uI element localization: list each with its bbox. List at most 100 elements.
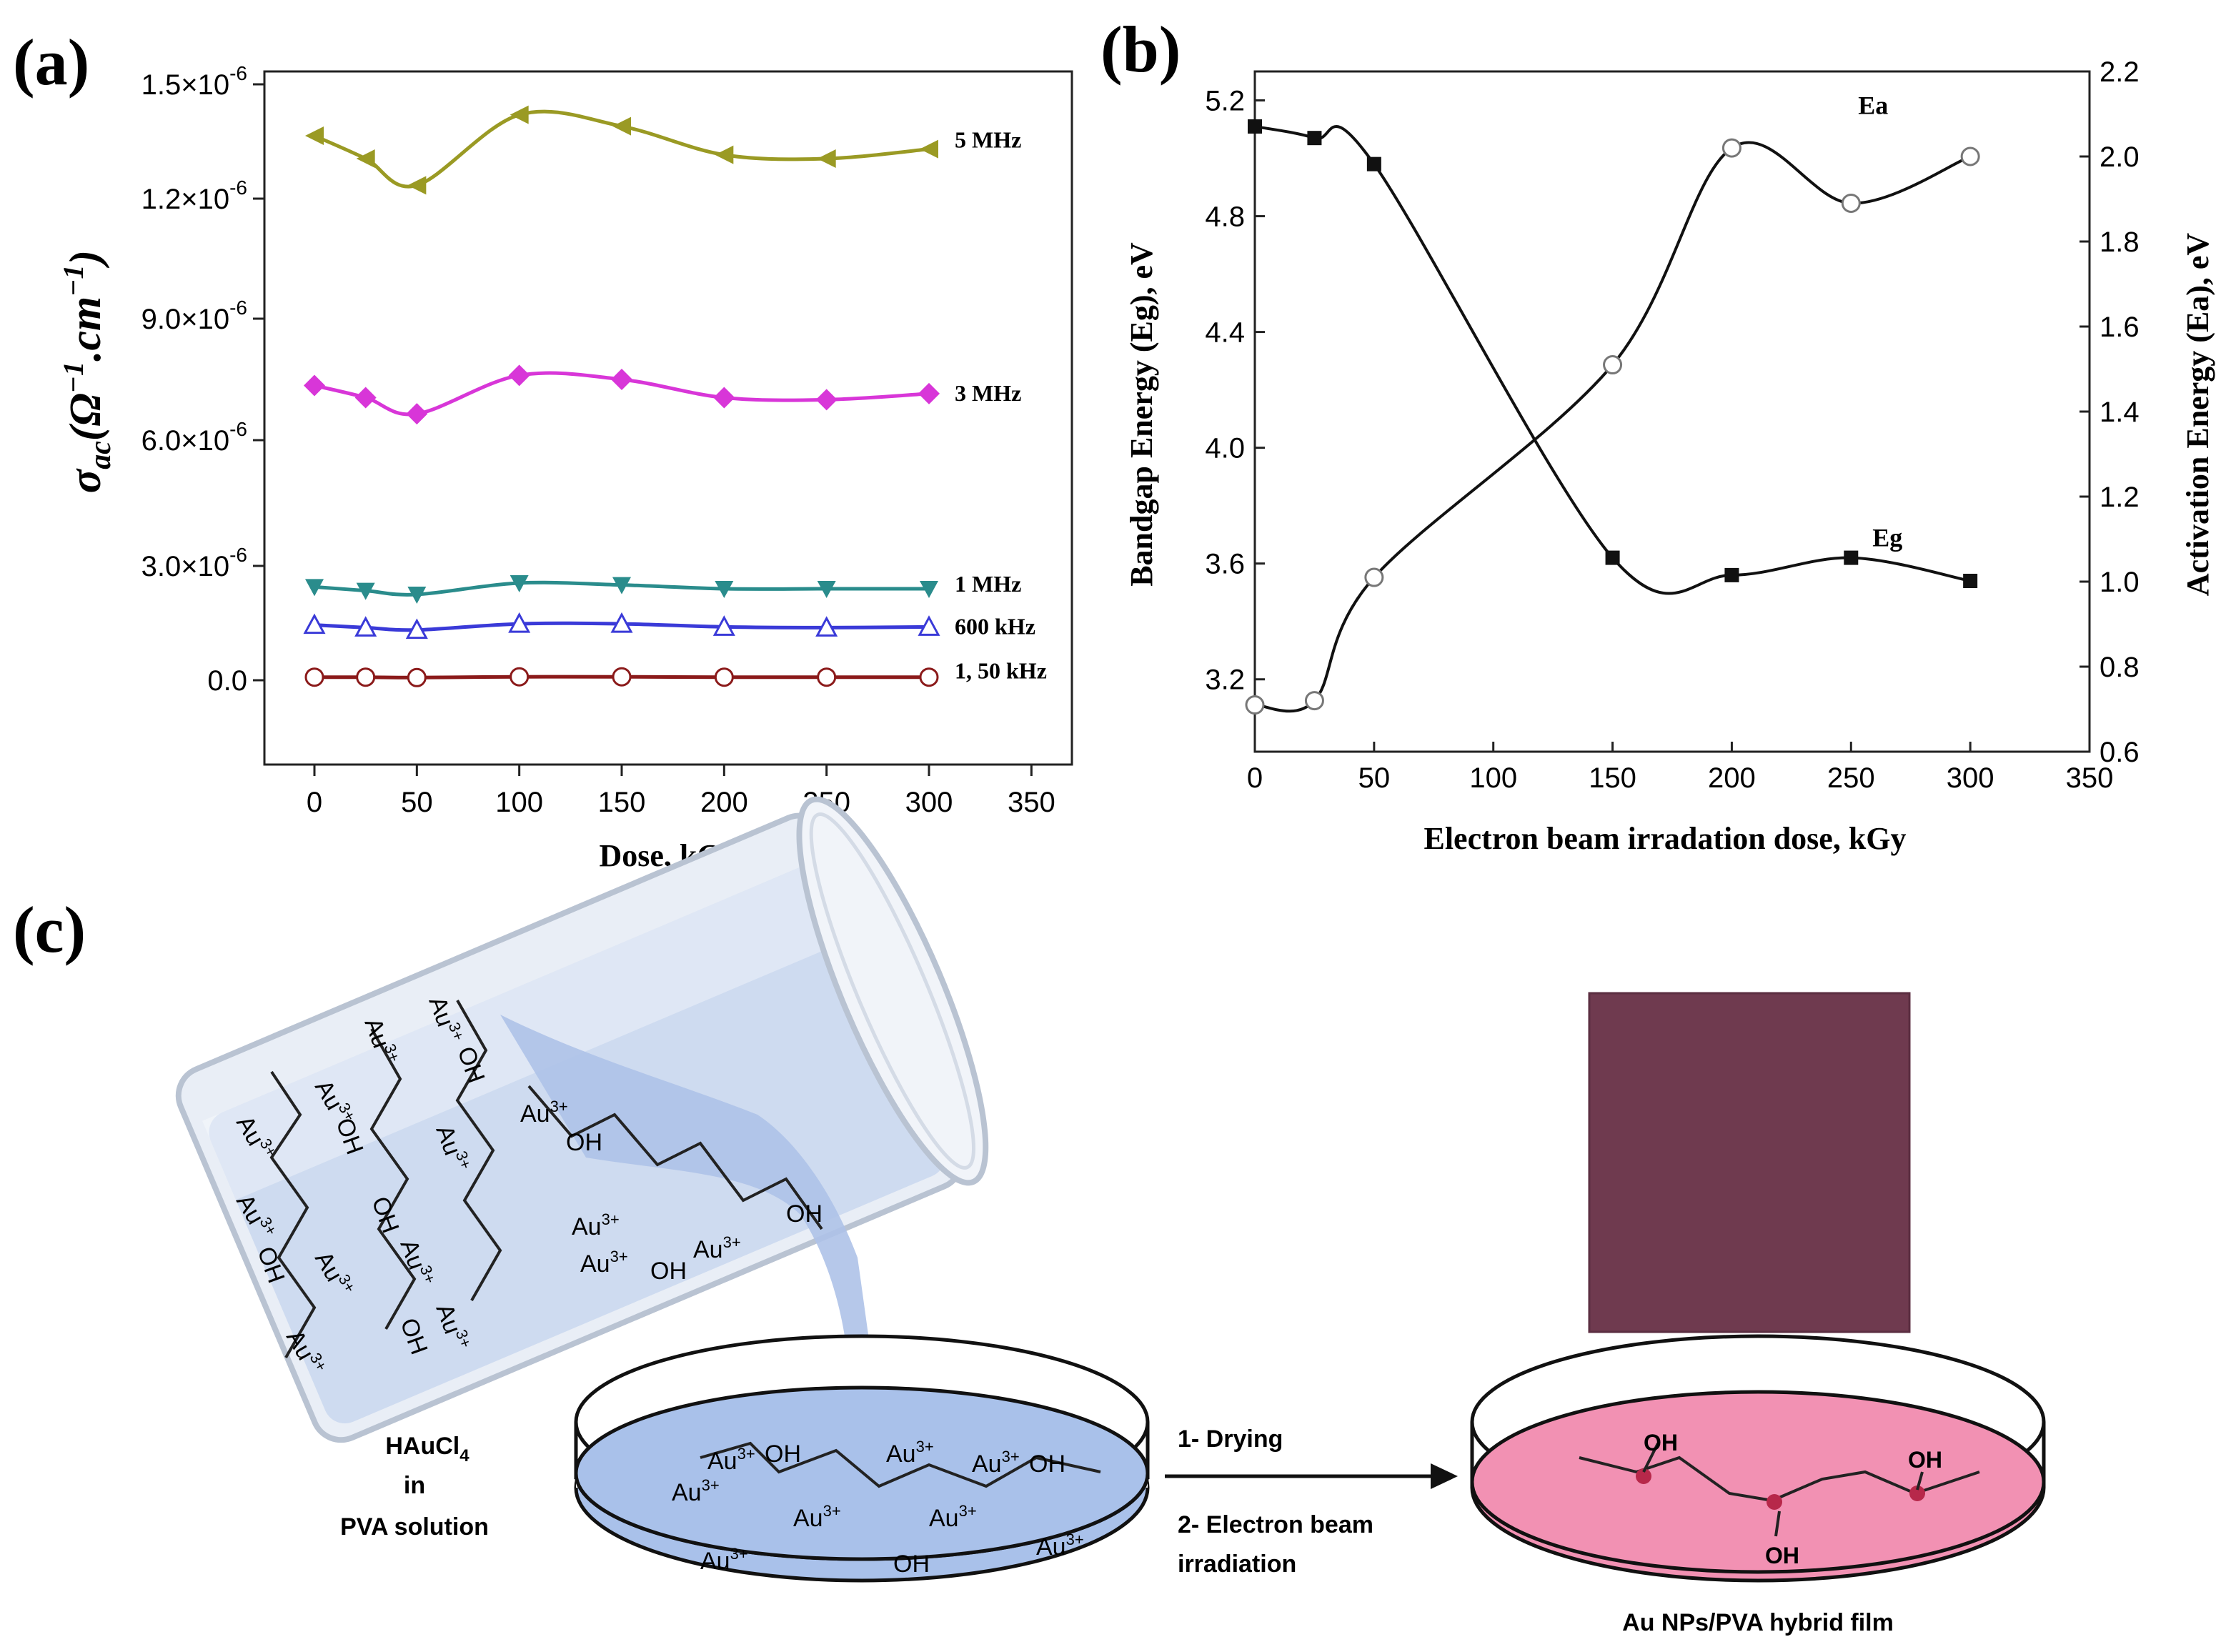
chart-b-xtick-label: 200 bbox=[1708, 762, 1756, 794]
chart-a-ytick-label: 3.0×10-6 bbox=[141, 544, 247, 582]
chart-a-ytick-label: 9.0×10-6 bbox=[141, 297, 247, 335]
chart-a-series-label: 1 MHz bbox=[955, 571, 1021, 597]
chart-b-ylabel: Bandgap Energy (Eg), eV bbox=[1124, 242, 1159, 587]
ion-label: Au3+ bbox=[707, 1445, 755, 1475]
chart-a-data-point bbox=[303, 613, 326, 635]
petri-dish-film: OH OH OH bbox=[1470, 1334, 2046, 1583]
chart-a-data-point bbox=[715, 581, 734, 598]
chart-b-data-point bbox=[1366, 156, 1381, 171]
chart-b-ytick-label: 3.2 bbox=[1205, 665, 1245, 696]
hydroxyl-label: OH bbox=[1029, 1451, 1065, 1478]
chart-b-data-point bbox=[1721, 138, 1741, 158]
chart-b-y2tick-label: 1.4 bbox=[2100, 397, 2140, 428]
chart-a-ytick-label: 6.0×10-6 bbox=[141, 418, 247, 457]
ion-label: Au3+ bbox=[580, 1248, 628, 1278]
chart-a-data-point bbox=[304, 374, 325, 397]
chart-b-data-point bbox=[1603, 355, 1623, 375]
svg-text:OH: OH bbox=[1765, 1543, 1799, 1568]
chart-b-y2tick-label: 1.6 bbox=[2100, 312, 2140, 343]
chart-b-xtick-label: 250 bbox=[1827, 762, 1875, 794]
chart-a-data-point bbox=[305, 126, 324, 145]
chart-a-data-point bbox=[510, 105, 529, 124]
chart-a-series-label: 5 MHz bbox=[955, 127, 1021, 153]
hydroxyl-label: OH bbox=[566, 1129, 602, 1156]
nanoparticle-dot bbox=[1636, 1468, 1651, 1484]
chart-a-data-point bbox=[354, 616, 377, 637]
chart-b-ytick-label: 4.0 bbox=[1205, 433, 1245, 464]
chart-a-data-point bbox=[305, 579, 324, 597]
ion-label: Au3+ bbox=[700, 1545, 748, 1575]
chart-b: 0 50 100 150 200 250 300 350 3.2 3.6 4.0 4.4 4.8 5.2… bbox=[1124, 56, 2215, 856]
pour-stream bbox=[500, 1015, 872, 1358]
chart-a-data-point bbox=[354, 387, 377, 409]
panel-label-b: (b) bbox=[1100, 13, 1181, 86]
chart-a-data-point bbox=[406, 403, 428, 425]
chart-b-y2tick-label: 2.2 bbox=[2100, 56, 2140, 88]
chart-a-xtick-label: 350 bbox=[1008, 787, 1055, 818]
chart-b-y2tick-label: 2.0 bbox=[2100, 141, 2140, 173]
chart-b-ytick-label: 3.6 bbox=[1205, 549, 1245, 580]
chart-b-data-point bbox=[1245, 695, 1265, 715]
chart-b-xtick-label: 50 bbox=[1358, 762, 1391, 794]
chart-a-data-point bbox=[356, 149, 375, 168]
svg-text:OH: OH bbox=[1908, 1447, 1942, 1473]
chart-a-data-point bbox=[918, 382, 940, 404]
chart-b-data-point bbox=[1841, 193, 1861, 213]
nanoparticle-dot bbox=[1767, 1494, 1782, 1510]
chart-b-y2label: Activation Energy (Ea), eV bbox=[2180, 233, 2215, 597]
chart-b-xtick-label: 350 bbox=[2066, 762, 2114, 794]
chart-b-y2tick-label: 1.2 bbox=[2100, 482, 2140, 513]
chart-a-data-point bbox=[817, 581, 836, 598]
chart-b-y2tick-label: 0.8 bbox=[2100, 652, 2140, 683]
chart-a-xtick-label: 200 bbox=[700, 787, 748, 818]
chart-a-xtick-label: 150 bbox=[598, 787, 646, 818]
chart-b-series-label: Ea bbox=[1858, 91, 1888, 120]
chart-b-xtick-label: 100 bbox=[1469, 762, 1517, 794]
hydroxyl-label: OH bbox=[786, 1200, 823, 1228]
chart-b-xtick-label: 0 bbox=[1247, 762, 1263, 794]
ion-label: Au3+ bbox=[672, 1476, 720, 1506]
chart-a-xtick-label: 0 bbox=[307, 787, 322, 818]
chart-a-ytick-label: 1.2×10-6 bbox=[141, 176, 247, 215]
chart-a-series-label: 3 MHz bbox=[955, 380, 1021, 406]
chart-a-data-point bbox=[714, 667, 734, 687]
panel-label-c: (c) bbox=[13, 893, 86, 966]
panel-label-a: (a) bbox=[13, 26, 89, 99]
chart-a-data-point bbox=[304, 667, 324, 687]
chart-b-data-point bbox=[1364, 567, 1384, 587]
chart-a-data-point bbox=[815, 616, 838, 637]
chart-a-series-label: 1, 50 kHz bbox=[955, 658, 1047, 684]
ion-label: Au3+ bbox=[520, 1098, 568, 1128]
chart-a-data-point bbox=[510, 667, 530, 687]
chart-a-data-point bbox=[510, 575, 529, 592]
chart-a-ytick-label: 0.0 bbox=[207, 665, 247, 697]
step-2-label-line1: 2- Electron beam bbox=[1178, 1511, 1373, 1538]
film-photo bbox=[1589, 993, 1909, 1332]
chart-a-data-point bbox=[407, 587, 427, 604]
nanoparticle-dot bbox=[1909, 1486, 1925, 1501]
hydroxyl-label: OH bbox=[893, 1551, 930, 1578]
ion-label: Au3+ bbox=[1036, 1531, 1084, 1561]
step-2-label-line2: irradiation bbox=[1178, 1551, 1296, 1578]
chart-b-fit-curve bbox=[1254, 141, 1971, 713]
ion-label: Au3+ bbox=[972, 1448, 1020, 1478]
chart-a-data-point bbox=[712, 615, 735, 636]
chart-a-data-point bbox=[919, 667, 939, 687]
chart-a-data-point bbox=[612, 667, 632, 687]
ion-label: Au3+ bbox=[929, 1502, 977, 1532]
chart-a-data-point bbox=[612, 116, 631, 136]
ion-label: Au3+ bbox=[693, 1233, 741, 1263]
film-label: Au NPs/PVA hybrid film bbox=[1622, 1609, 1894, 1636]
chart-a-data-point bbox=[356, 667, 376, 687]
svg-text:σac(Ω−1.cm−1): σac(Ω−1.cm−1) bbox=[57, 250, 117, 493]
chart-a-data-point bbox=[817, 667, 837, 687]
chart-b-data-point bbox=[1963, 573, 1978, 588]
chart-b-xtick-label: 300 bbox=[1947, 762, 1994, 794]
chart-a-data-point bbox=[817, 149, 836, 168]
chart-a-ytick-label: 1.5×10-6 bbox=[141, 62, 247, 101]
chart-b-data-point bbox=[1724, 567, 1739, 582]
ion-label: Au3+ bbox=[572, 1210, 620, 1240]
chart-a-plot-frame bbox=[263, 70, 1073, 766]
chart-b-data-point bbox=[1960, 146, 1980, 166]
